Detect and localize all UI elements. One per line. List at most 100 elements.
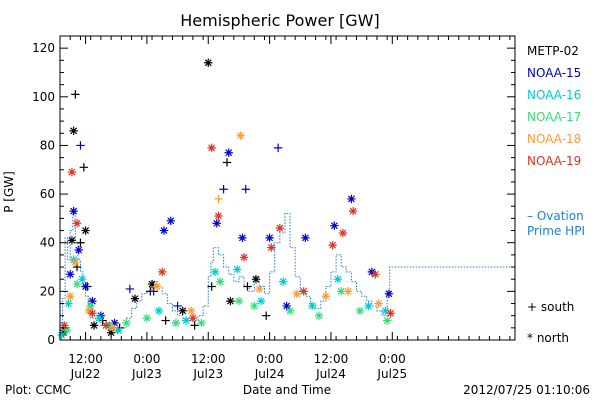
marker-noaa-15-north (166, 216, 175, 226)
marker-noaa-16-north (210, 267, 220, 277)
marker-noaa-19-north (101, 321, 111, 330)
marker-noaa-17-north (355, 306, 365, 316)
marker-noaa-19-north (158, 267, 167, 277)
marker-noaa-17-north (285, 306, 295, 316)
x-tick-label-date: Jul23 (131, 367, 162, 381)
x-axis-label: Date and Time (243, 383, 331, 397)
marker-noaa-15-south (219, 185, 228, 194)
legend-marker-north: * north (527, 331, 569, 345)
legend-noaa-18: NOAA-18 (527, 132, 581, 146)
y-tick-label: 60 (40, 187, 55, 201)
marker-noaa-15-north (110, 318, 119, 328)
marker-noaa-17-north (142, 313, 152, 323)
marker-noaa-16-north (154, 306, 164, 316)
marker-noaa-15-north (265, 233, 274, 243)
x-tick-label-time: 0:00 (379, 352, 406, 366)
marker-metp-02-north (147, 279, 157, 289)
marker-noaa-17-north (382, 316, 392, 325)
y-tick-label: 80 (40, 138, 55, 152)
marker-metp-02-north (204, 58, 213, 67)
legend-hpi-line2: Prime HPI (527, 224, 585, 238)
x-tick-label-time: 12:00 (68, 352, 103, 366)
marker-noaa-15-north (384, 289, 394, 298)
y-tick-label: 100 (32, 90, 55, 104)
x-tick-label-date: Jul22 (70, 367, 101, 381)
marker-noaa-15-south (173, 301, 182, 311)
marker-noaa-15-north (330, 221, 339, 230)
legend-hpi-line1: – Ovation (527, 209, 584, 223)
marker-noaa-18-north (292, 289, 302, 298)
marker-noaa-19-north (348, 206, 358, 216)
plot-timestamp: 2012/07/25 01:10:06 (463, 383, 590, 397)
marker-noaa-16-north (77, 275, 87, 284)
marker-noaa-16-north (181, 316, 191, 325)
marker-noaa-19-north (188, 313, 198, 323)
marker-metp-02-south (207, 282, 216, 291)
marker-noaa-19-north (338, 228, 348, 238)
marker-metp-02-north (226, 296, 235, 306)
marker-noaa-15-north (282, 301, 291, 311)
hpi-step-line (60, 213, 515, 334)
marker-noaa-15-south (241, 185, 250, 194)
marker-noaa-15-north (69, 206, 78, 216)
marker-metp-02-south (76, 238, 85, 247)
marker-noaa-18-north (84, 306, 94, 316)
marker-noaa-19-north (267, 243, 276, 252)
y-tick-label: 20 (40, 284, 55, 298)
marker-metp-02-north (178, 306, 187, 316)
marker-noaa-19-north (214, 211, 223, 221)
marker-noaa-19-north (60, 321, 69, 330)
marker-noaa-17-north (72, 279, 82, 289)
x-tick-label-time: 0:00 (133, 352, 160, 366)
marker-noaa-16-north (57, 330, 66, 340)
marker-noaa-16-north (64, 299, 73, 308)
marker-noaa-18-north (343, 287, 353, 296)
marker-noaa-19-north (275, 223, 285, 233)
marker-noaa-15-south (273, 143, 283, 153)
marker-noaa-15-south (149, 287, 158, 296)
y-tick-label: 0 (47, 333, 55, 347)
marker-noaa-17-north (215, 277, 225, 286)
y-tick-label: 120 (32, 41, 55, 55)
marker-noaa-19-north (371, 270, 380, 279)
marker-metp-02-south (222, 158, 232, 167)
marker-noaa-18-north (152, 282, 162, 291)
marker-noaa-15-north (301, 233, 310, 243)
marker-noaa-17-north (314, 311, 324, 320)
legend-marker-south: + south (527, 300, 574, 314)
x-tick-label-time: 12:00 (314, 352, 349, 366)
marker-noaa-17-north (234, 296, 244, 306)
marker-noaa-17-north (336, 287, 346, 296)
marker-noaa-19-north (67, 167, 77, 177)
legend-noaa-19: NOAA-19 (527, 154, 581, 168)
legend-noaa-17: NOAA-17 (527, 110, 581, 124)
marker-metp-02-north (67, 236, 77, 245)
marker-noaa-15-north (367, 267, 377, 277)
marker-metp-02-north (69, 126, 78, 136)
marker-noaa-17-north (171, 318, 181, 328)
legend-metp-02: METP-02 (527, 44, 579, 58)
marker-noaa-18-north (321, 292, 331, 301)
marker-noaa-16-north (113, 326, 123, 335)
marker-noaa-15-north (347, 194, 356, 204)
marker-noaa-15-north (88, 296, 97, 306)
marker-noaa-15-north (238, 233, 247, 243)
y-axis-label: P [GW] (2, 171, 16, 213)
marker-noaa-17-north (197, 318, 206, 328)
marker-noaa-18-north (255, 284, 264, 294)
marker-noaa-15-north (66, 270, 75, 279)
marker-noaa-19-north (299, 287, 308, 296)
marker-noaa-17-north (86, 301, 95, 311)
marker-metp-02-north (130, 294, 140, 303)
marker-noaa-16-north (333, 275, 342, 284)
chart-title: Hemispheric Power [GW] (180, 11, 379, 30)
marker-noaa-18-north (236, 131, 245, 140)
marker-noaa-16-north (364, 301, 373, 311)
marker-metp-02-north (106, 328, 116, 337)
marker-noaa-16-north (233, 265, 242, 274)
plot-credit: Plot: CCMC (5, 383, 71, 397)
marker-noaa-16-north (256, 296, 266, 306)
marker-noaa-19-north (207, 143, 216, 153)
marker-metp-02-north (89, 321, 99, 330)
legend-noaa-16: NOAA-16 (527, 88, 581, 102)
